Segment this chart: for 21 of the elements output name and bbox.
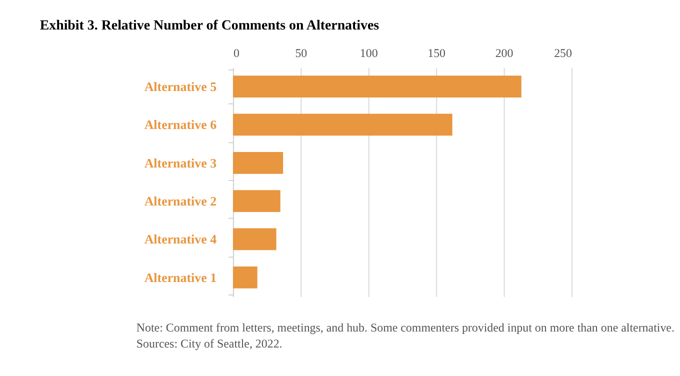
bar xyxy=(232,228,276,250)
x-tick-label: 150 xyxy=(428,46,446,60)
x-tick-label: 0 xyxy=(233,46,240,60)
y-tick-label: Alternative 5 xyxy=(144,79,217,94)
bar xyxy=(232,114,452,136)
x-tick-label: 200 xyxy=(495,46,514,60)
y-tick-label: Alternative 1 xyxy=(144,270,217,285)
y-tick-label: Alternative 6 xyxy=(144,117,218,132)
y-tick-label: Alternative 2 xyxy=(144,194,217,209)
text: Note: Comment from letters, meetings, and hub. Some commenters provided input on more than one alternative. xyxy=(136,320,674,334)
x-tick-label: 250 xyxy=(554,46,572,60)
bar xyxy=(232,152,284,174)
x-tick-label: 50 xyxy=(295,46,308,60)
bar xyxy=(232,76,522,98)
y-tick-label: Alternative 4 xyxy=(144,232,218,247)
bar xyxy=(232,190,280,212)
y-tick-label: Alternative 3 xyxy=(144,155,218,170)
source-note: Sources: City of Seattle, 2022. xyxy=(136,336,282,350)
chart-title: Exhibit 3. Relative Number of Comments on Alternatives xyxy=(40,18,380,34)
bar xyxy=(232,266,258,288)
x-tick-label: 100 xyxy=(360,46,378,60)
